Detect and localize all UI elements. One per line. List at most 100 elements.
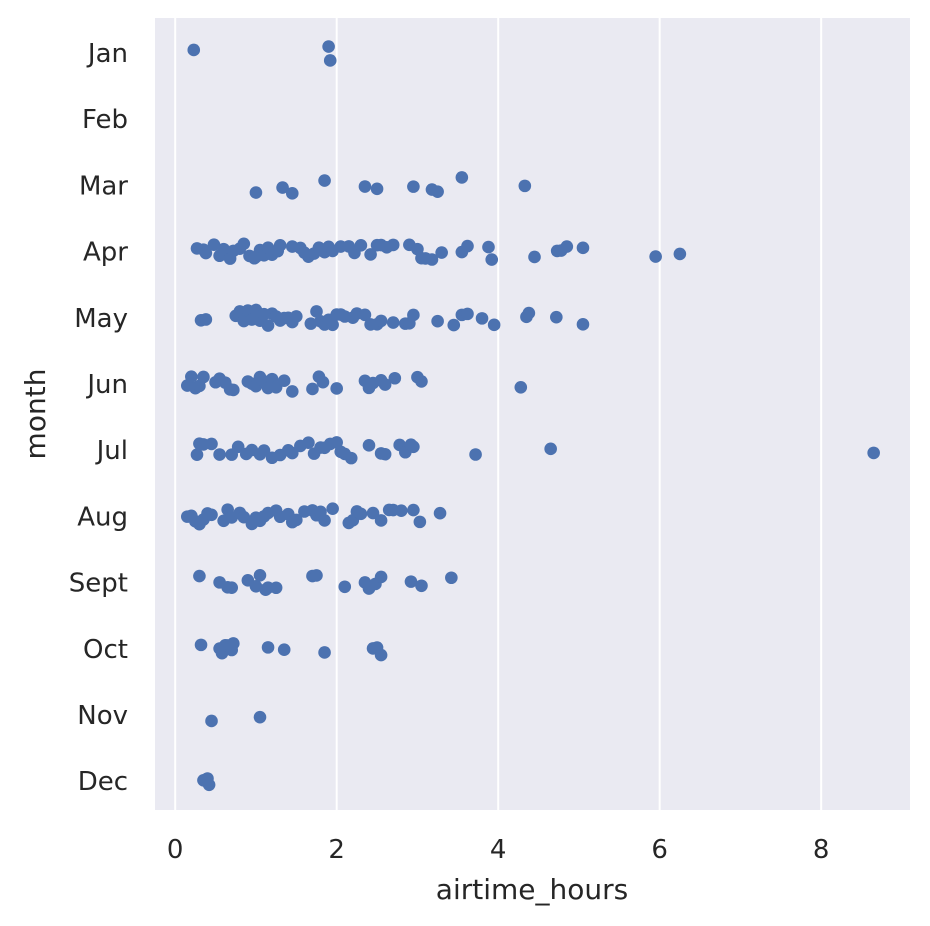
y-tick-label: Oct — [83, 635, 128, 665]
data-point — [431, 185, 444, 198]
data-point — [261, 319, 275, 332]
y-tick-label: Dec — [78, 767, 128, 797]
data-point — [407, 308, 420, 322]
data-point — [518, 179, 532, 193]
data-point — [213, 448, 226, 461]
data-point — [194, 638, 208, 652]
data-point — [237, 237, 251, 251]
data-point — [415, 375, 428, 388]
data-point — [318, 174, 331, 187]
y-tick-label: Mar — [79, 171, 128, 201]
data-point — [378, 378, 392, 391]
data-point — [205, 714, 218, 728]
y-tick-label: Jun — [85, 370, 128, 400]
data-point — [461, 307, 474, 321]
y-tick-labels: Jan Feb Mar Apr May Jun Jul Aug Sept Oct Nov Dec — [69, 39, 129, 797]
data-point — [269, 581, 283, 595]
y-axis-label: month — [19, 369, 52, 460]
data-point — [415, 579, 428, 593]
data-point — [407, 180, 420, 193]
data-point — [550, 310, 563, 324]
data-point — [322, 40, 335, 53]
data-point — [485, 253, 499, 266]
data-point — [475, 312, 489, 325]
data-point — [273, 239, 287, 252]
data-point — [326, 318, 339, 332]
data-point — [261, 641, 275, 654]
data-point — [431, 314, 444, 328]
data-point — [277, 374, 291, 388]
data-point — [487, 318, 501, 332]
data-point — [227, 637, 240, 650]
data-point — [227, 383, 240, 397]
data-point — [522, 306, 536, 320]
y-tick-label: Apr — [83, 238, 128, 268]
data-point — [649, 250, 662, 263]
data-point — [257, 444, 271, 457]
data-point — [425, 253, 439, 266]
data-point — [374, 314, 388, 328]
x-axis-label: airtime_hours — [436, 873, 628, 906]
data-point — [344, 451, 358, 465]
data-point — [388, 371, 402, 385]
data-point — [435, 246, 448, 259]
data-point — [187, 43, 201, 57]
data-point — [374, 648, 388, 662]
data-point — [370, 182, 384, 196]
data-point — [386, 238, 400, 252]
data-point — [185, 370, 198, 383]
data-point — [364, 248, 377, 261]
data-point — [306, 382, 319, 396]
data-point — [514, 380, 528, 394]
data-point — [447, 318, 461, 332]
data-point — [366, 506, 380, 520]
data-point — [304, 317, 318, 330]
data-point — [253, 568, 267, 582]
data-point — [326, 502, 339, 515]
data-point — [576, 318, 590, 331]
y-tick-label: Jan — [86, 39, 128, 69]
data-point — [318, 646, 331, 659]
data-point — [323, 54, 337, 67]
data-point — [199, 313, 213, 326]
y-tick-label: Feb — [82, 105, 128, 135]
data-point — [386, 316, 400, 329]
y-tick-label: Aug — [77, 502, 128, 532]
data-point — [310, 569, 323, 582]
data-point — [374, 514, 388, 527]
x-tick-labels: 0 2 4 6 8 — [167, 835, 830, 865]
data-point — [362, 439, 376, 452]
data-point — [285, 446, 299, 460]
data-point — [249, 579, 263, 593]
data-point — [354, 239, 368, 252]
y-tick-label: Jul — [95, 436, 128, 466]
x-tick-label: 2 — [328, 835, 345, 865]
data-point — [482, 240, 495, 254]
plot-background — [155, 18, 910, 810]
data-point — [455, 171, 469, 184]
data-point — [867, 446, 880, 460]
x-gridlines — [174, 18, 823, 810]
data-point — [560, 240, 574, 253]
data-point — [394, 504, 408, 518]
data-point — [576, 241, 590, 255]
data-point — [358, 180, 372, 193]
data-point — [190, 448, 204, 461]
data-points — [180, 40, 880, 792]
data-point — [285, 385, 299, 398]
data-point — [277, 643, 291, 657]
x-tick-label: 0 — [167, 835, 184, 865]
data-point — [285, 187, 299, 200]
data-point — [225, 581, 239, 594]
data-point — [354, 507, 368, 521]
data-point — [302, 436, 315, 450]
data-point — [374, 570, 388, 584]
data-point — [445, 571, 458, 585]
data-point — [407, 503, 420, 517]
data-point — [378, 447, 392, 461]
x-tick-label: 8 — [813, 835, 830, 865]
data-point — [217, 242, 230, 256]
data-point — [249, 186, 263, 199]
data-point — [404, 575, 418, 588]
